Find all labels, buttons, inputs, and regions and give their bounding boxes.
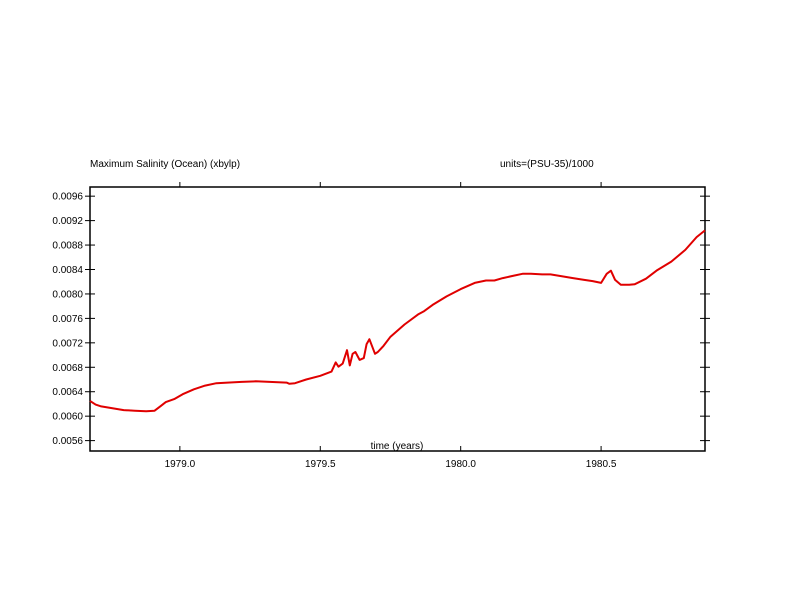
y-tick-label: 0.0068 — [52, 363, 83, 374]
y-tick-label: 0.0056 — [52, 436, 83, 447]
y-axis: 0.0056 0.0060 0.0064 0.0068 0.0072 0.0076 0.00… — [52, 192, 710, 447]
x-tick-label: 1979.0 — [165, 459, 196, 470]
series-group — [89, 229, 706, 413]
y-tick-label: 0.0084 — [52, 265, 83, 276]
plot-frame — [89, 186, 706, 452]
chart-title: Maximum Salinity (Ocean) (xbylp) — [90, 159, 240, 170]
y-tick-label: 0.0080 — [52, 289, 83, 300]
series-line — [89, 229, 706, 413]
x-tick-label: 1979.5 — [305, 459, 336, 470]
units-label: units=(PSU-35)/1000 — [500, 159, 594, 170]
y-tick-label: 0.0076 — [52, 314, 83, 325]
y-tick-label: 0.0072 — [52, 338, 83, 349]
x-axis-label: time (years) — [371, 441, 424, 452]
y-tick-label: 0.0088 — [52, 241, 83, 252]
y-tick-label: 0.0060 — [52, 412, 83, 423]
y-tick-label: 0.0096 — [52, 192, 83, 203]
y-tick-label: 0.0092 — [52, 216, 83, 227]
x-tick-label: 1980.0 — [445, 459, 476, 470]
x-tick-label: 1980.5 — [586, 459, 617, 470]
x-axis: 1979.0 1979.5 1980.0 1980.5 — [165, 182, 617, 470]
y-tick-label: 0.0064 — [52, 387, 83, 398]
